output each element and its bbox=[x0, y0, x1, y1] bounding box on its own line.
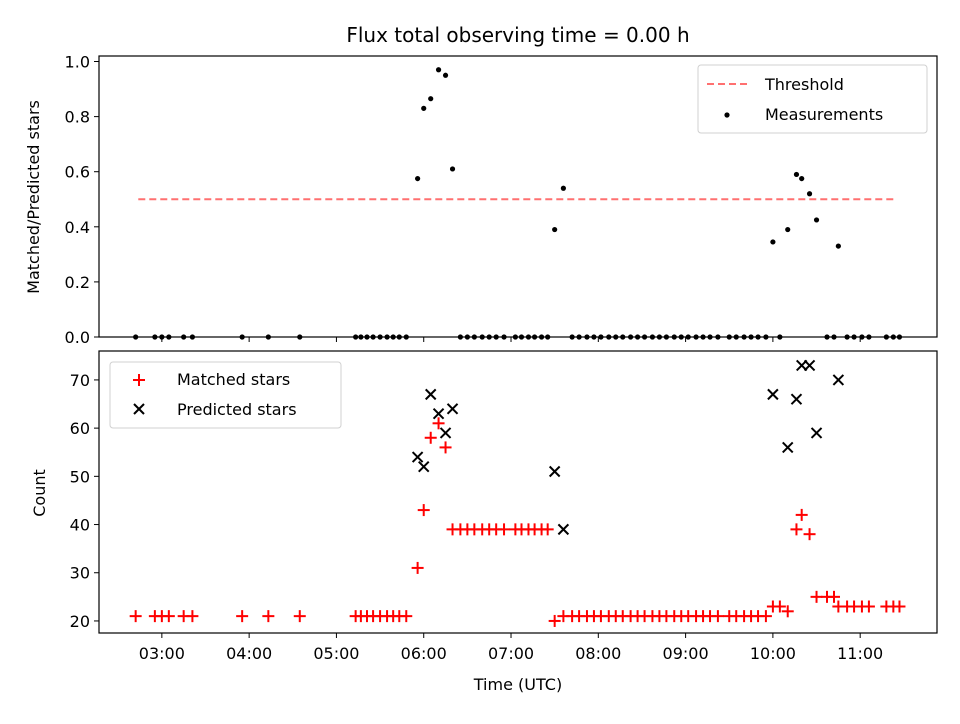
measurements-legend-label: Measurements bbox=[765, 105, 883, 124]
matched-star-point bbox=[417, 504, 430, 517]
threshold-legend-label: Threshold bbox=[764, 75, 844, 94]
matched-star-point bbox=[827, 590, 840, 603]
measurement-point bbox=[552, 226, 558, 233]
top-y-tick-label: 0.0 bbox=[65, 328, 90, 347]
top-y-tick-label: 0.8 bbox=[65, 108, 90, 127]
matched-star-point bbox=[400, 610, 413, 623]
predicted-star-point bbox=[548, 465, 561, 478]
measurement-point bbox=[415, 175, 421, 182]
x-tick-label: 07:00 bbox=[488, 644, 534, 663]
top-y-tick-label: 0.2 bbox=[65, 273, 90, 292]
measurements-legend-swatch bbox=[724, 112, 730, 118]
bottom-y-tick-label: 60 bbox=[70, 419, 90, 438]
matched-star-point bbox=[773, 600, 786, 613]
matched-star-point bbox=[781, 605, 794, 618]
x-tick-label: 04:00 bbox=[226, 644, 272, 663]
measurement-point bbox=[428, 96, 434, 102]
bottom-axes-frame bbox=[98, 350, 938, 634]
matched-star-point bbox=[186, 610, 199, 623]
x-tick-label: 08:00 bbox=[575, 644, 621, 663]
x-tick-label: 06:00 bbox=[401, 644, 447, 663]
x-axis-label: Time (UTC) bbox=[473, 675, 562, 694]
predicted-star-point bbox=[803, 359, 816, 372]
top-y-tick-label: 1.0 bbox=[65, 53, 90, 72]
x-tick-label: 10:00 bbox=[750, 644, 796, 663]
predicted-star-point bbox=[432, 407, 445, 420]
measurement-point bbox=[421, 105, 427, 111]
matched-star-point bbox=[795, 508, 808, 521]
measurement-point bbox=[560, 185, 566, 191]
top-y-tick-label: 0.6 bbox=[65, 163, 90, 182]
matched-star-point bbox=[262, 610, 275, 623]
measurement-point bbox=[813, 217, 820, 223]
predicted-star-point bbox=[425, 388, 437, 401]
measurement-point bbox=[799, 175, 805, 182]
x-tick-label: 03:00 bbox=[139, 644, 185, 663]
matched-star-point bbox=[424, 431, 437, 444]
predicted-star-point bbox=[782, 441, 794, 454]
measurement-point bbox=[835, 243, 841, 249]
bottom-panel: 20 30 40 50 60 70 03:00 04:00 05:00 06:00 07:00 08:… bbox=[30, 350, 938, 694]
matched-legend-label: Matched stars bbox=[177, 370, 290, 389]
predicted-legend-swatch bbox=[133, 403, 145, 415]
bottom-y-axis-label: Count bbox=[30, 469, 49, 517]
matched-star-point bbox=[293, 610, 306, 623]
matched-star-point bbox=[162, 610, 175, 623]
matched-star-point bbox=[541, 523, 554, 536]
top-y-axis-label: Matched/Predicted stars bbox=[24, 100, 43, 294]
matched-star-point bbox=[548, 614, 561, 627]
matched-star-point bbox=[790, 523, 803, 536]
matched-star-point bbox=[759, 610, 772, 623]
bottom-legend: Matched stars Predicted stars bbox=[109, 361, 342, 429]
bottom-y-tick-label: 20 bbox=[70, 612, 90, 631]
matched-star-point bbox=[411, 561, 424, 574]
bottom-y-tick-label: 70 bbox=[70, 371, 90, 390]
matched-star-point bbox=[862, 600, 875, 613]
matched-star-point bbox=[803, 528, 816, 541]
predicted-star-point bbox=[790, 393, 803, 405]
matched-star-point bbox=[236, 610, 249, 623]
bottom-y-tick-label: 40 bbox=[70, 516, 90, 535]
matched-star-point bbox=[893, 600, 906, 613]
measurement-point bbox=[770, 239, 776, 245]
bottom-legend-box bbox=[109, 361, 342, 429]
top-legend: Threshold Measurements bbox=[697, 64, 928, 134]
matched-star-point bbox=[439, 441, 452, 454]
matched-star-point bbox=[711, 610, 724, 623]
bottom-series-matched-stars bbox=[129, 417, 906, 627]
predicted-star-point bbox=[418, 460, 430, 473]
x-tick-label: 09:00 bbox=[663, 644, 709, 663]
predicted-legend-label: Predicted stars bbox=[177, 400, 297, 419]
bottom-y-tick-label: 30 bbox=[70, 564, 90, 583]
predicted-star-point bbox=[557, 523, 570, 536]
top-panel: 0.0 0.2 0.4 0.6 0.8 1.0 Matched/Predicted sta… bbox=[24, 53, 938, 347]
measurement-point bbox=[785, 226, 791, 233]
x-tick-label: 11:00 bbox=[837, 644, 883, 663]
predicted-star-point bbox=[767, 388, 779, 401]
measurement-point bbox=[806, 191, 813, 197]
measurement-point bbox=[449, 166, 456, 172]
predicted-star-point bbox=[832, 374, 845, 386]
predicted-star-point bbox=[810, 427, 823, 439]
matched-star-point bbox=[129, 610, 142, 623]
matched-star-point bbox=[432, 417, 445, 430]
predicted-star-point bbox=[411, 451, 424, 463]
top-axes-frame bbox=[98, 55, 938, 338]
predicted-star-point bbox=[446, 403, 459, 415]
measurement-point bbox=[435, 67, 442, 73]
bottom-y-tick-label: 50 bbox=[70, 467, 90, 486]
top-legend-box bbox=[697, 64, 928, 134]
x-tick-label: 05:00 bbox=[313, 644, 359, 663]
top-y-tick-label: 0.4 bbox=[65, 218, 90, 237]
predicted-star-point bbox=[439, 427, 452, 439]
bottom-series-predicted-stars bbox=[411, 359, 845, 536]
chart-title: Flux total observing time = 0.00 h bbox=[346, 23, 689, 47]
measurement-point bbox=[793, 171, 800, 178]
measurement-point bbox=[442, 72, 449, 78]
matched-star-point bbox=[810, 590, 823, 603]
matched-star-point bbox=[498, 523, 511, 536]
matched-legend-swatch bbox=[133, 374, 145, 386]
